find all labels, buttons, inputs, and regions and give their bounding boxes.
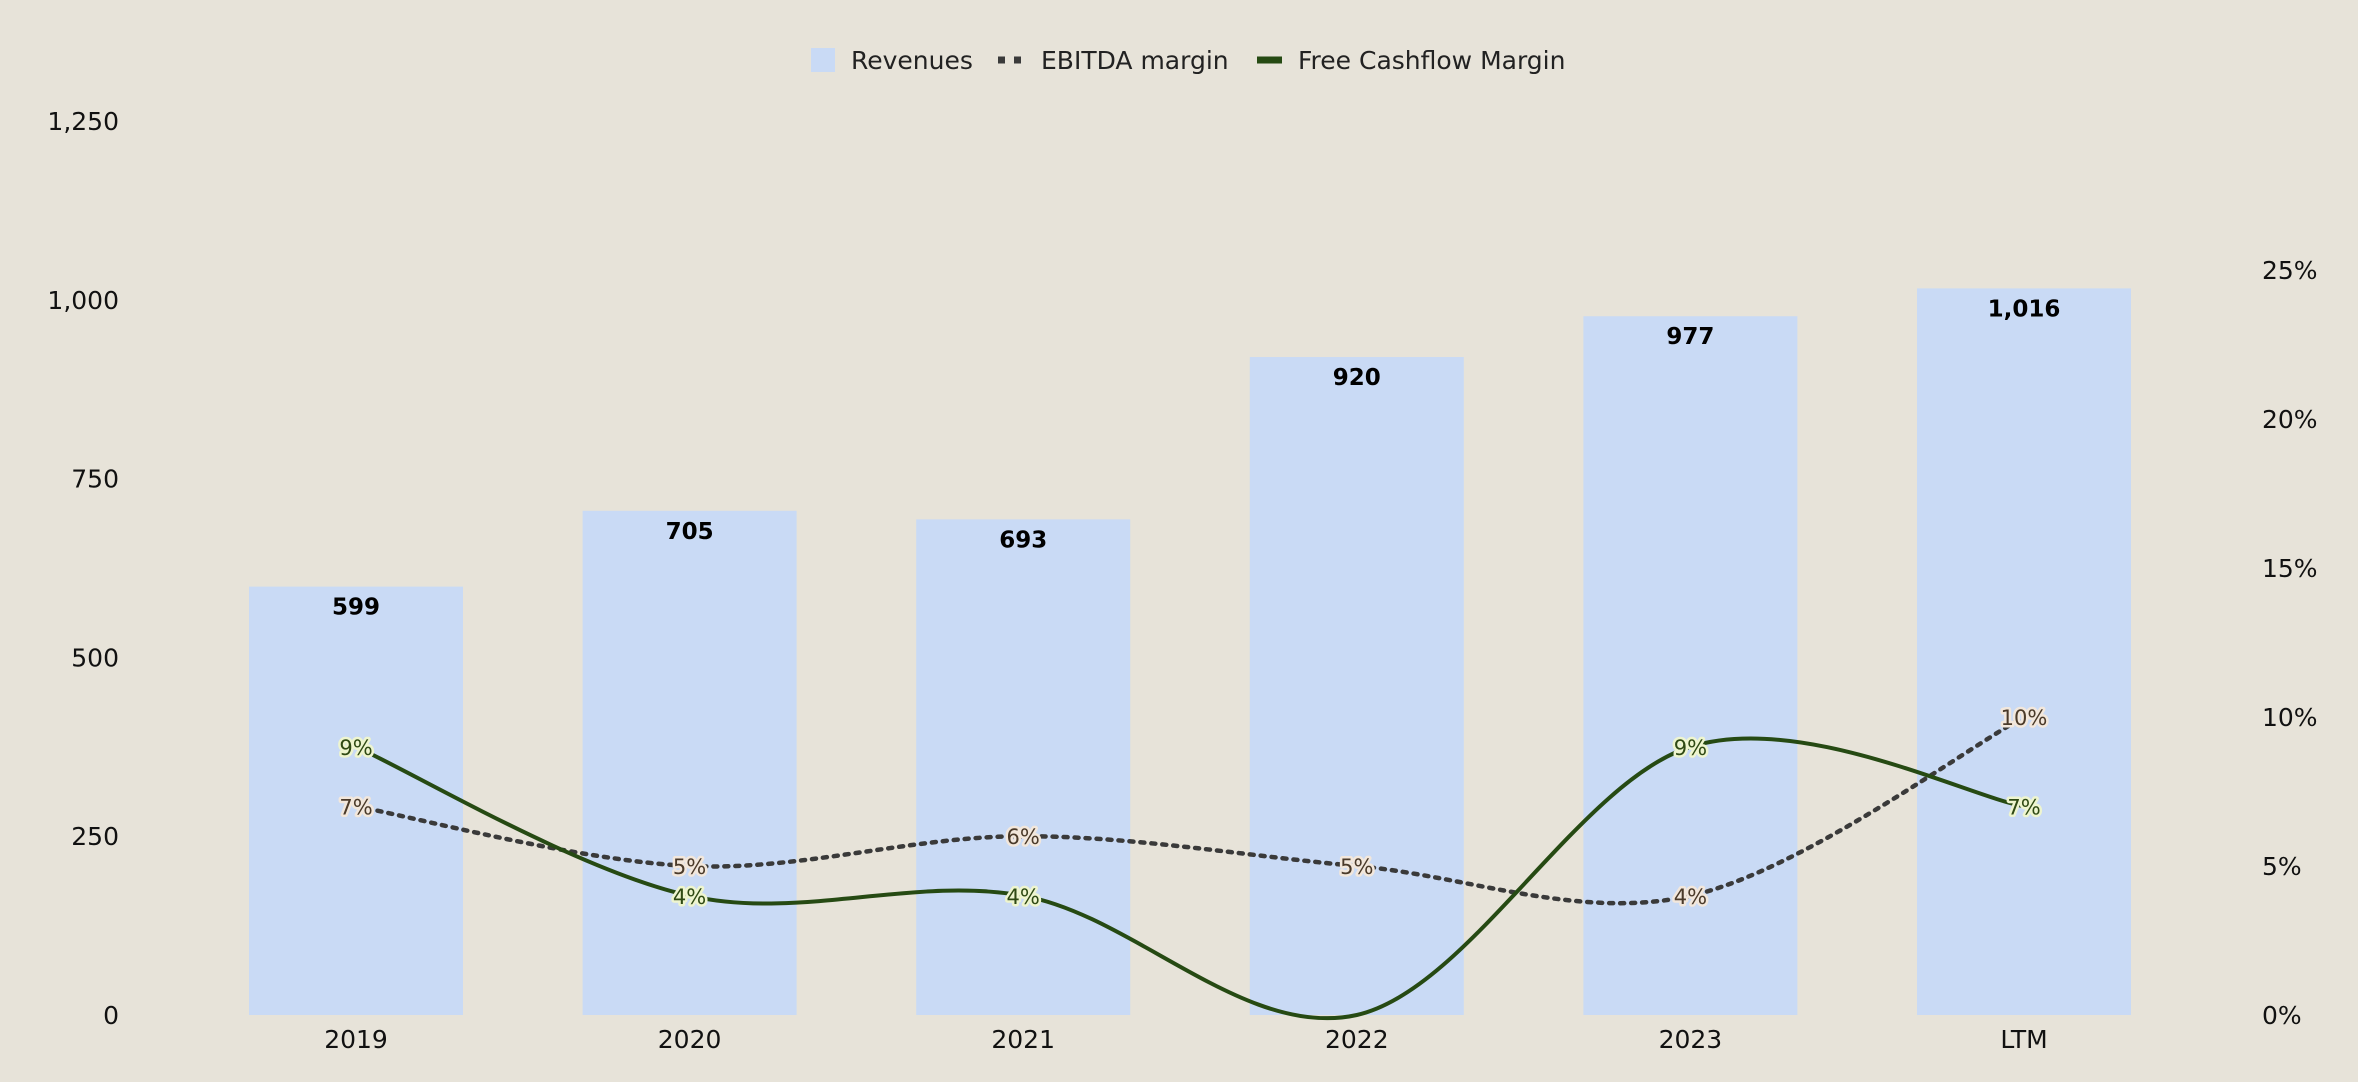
x-axis: 2019 2020 2021 2022 2023 LTM [324, 1025, 2047, 1054]
legend-revenues-swatch [811, 48, 835, 72]
ebitda-margin-line [353, 714, 2027, 906]
free-cashflow-margin-label: 7% [2007, 795, 2040, 819]
right-tick-label: 10% [2262, 703, 2318, 732]
x-tick-label: 2020 [658, 1025, 722, 1054]
revenue-bar-label: 977 [1666, 324, 1714, 350]
ebitda-margin-label: 6% [1007, 825, 1040, 849]
left-tick-label: 250 [71, 822, 119, 851]
left-tick-label: 0 [103, 1001, 119, 1030]
revenue-bar-labels: 599 705 693 920 977 1,016 [332, 296, 2060, 620]
revenue-bar [1249, 357, 1464, 1015]
right-tick-label: 0% [2262, 1001, 2302, 1030]
ebitda-margin-label: 5% [673, 855, 706, 879]
right-tick-label: 15% [2262, 554, 2318, 583]
revenue-bar-label: 1,016 [1988, 296, 2061, 322]
free-cashflow-margin-label: 4% [1007, 885, 1040, 909]
ebitda-margin-label: 7% [339, 795, 372, 819]
free-cashflow-margin-label: 9% [1674, 736, 1707, 760]
x-tick-label: 2021 [991, 1025, 1055, 1054]
left-y-axis: 0 250 500 750 1,000 1,250 [47, 107, 119, 1030]
ebitda-margin-label: 5% [1340, 855, 1373, 879]
free-cashflow-margin-label: 9% [339, 736, 372, 760]
revenue-bar-label: 599 [332, 595, 380, 621]
revenue-bars [249, 288, 2131, 1015]
right-tick-label: 20% [2262, 405, 2318, 434]
legend-free-cashflow-margin-label: Free Cashflow Margin [1298, 46, 1565, 75]
right-y-axis: 0% 5% 10% 15% 20% 25% [2262, 256, 2318, 1030]
left-tick-label: 500 [71, 643, 119, 672]
left-tick-label: 1,250 [47, 107, 119, 136]
legend-revenues-label: Revenues [851, 46, 973, 75]
margin-point-labels: 7% 5% 6% 5% 4% 10% 9% 4% 4% 9% 7% [337, 704, 2050, 912]
left-tick-label: 750 [71, 465, 119, 494]
ebitda-margin-label: 10% [2001, 706, 2048, 730]
revenue-bar [582, 510, 797, 1015]
chart-legend: Revenues EBITDA margin Free Cashflow Margi… [811, 46, 1565, 75]
right-tick-label: 25% [2262, 256, 2318, 285]
x-tick-label: 2019 [324, 1025, 388, 1054]
revenue-bar-label: 920 [1333, 365, 1381, 391]
left-tick-label: 1,000 [47, 286, 119, 315]
x-tick-label: LTM [2000, 1025, 2047, 1054]
revenue-bar [916, 519, 1131, 1015]
revenue-bar [1583, 316, 1798, 1015]
x-tick-label: 2023 [1659, 1025, 1723, 1054]
right-tick-label: 5% [2262, 852, 2302, 881]
x-tick-label: 2022 [1325, 1025, 1389, 1054]
free-cashflow-margin-label: 4% [673, 885, 706, 909]
revenue-bar [249, 586, 463, 1015]
margin-lines [353, 714, 2027, 1021]
revenue-bar-label: 693 [999, 527, 1047, 553]
revenue-bar-label: 705 [666, 519, 714, 545]
free-cashflow-margin-line [355, 736, 2025, 1021]
revenue-bar [1917, 288, 2131, 1015]
legend-ebitda-margin-label: EBITDA margin [1041, 46, 1229, 75]
ebitda-margin-label: 4% [1674, 885, 1707, 909]
